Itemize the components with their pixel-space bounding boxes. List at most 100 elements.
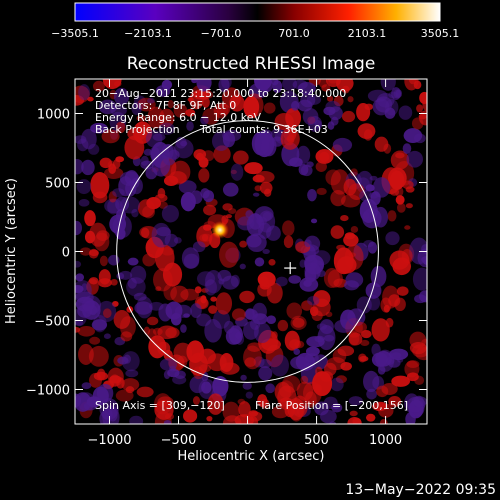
heatmap-cell	[147, 106, 165, 129]
heatmap-cell	[75, 260, 82, 268]
heatmap-cell	[344, 280, 359, 291]
heatmap-cell	[370, 265, 387, 288]
heatmap-cell	[200, 115, 209, 125]
heatmap-cell	[194, 286, 202, 294]
heatmap-cell	[212, 310, 231, 329]
heatmap-cell	[141, 227, 150, 238]
heatmap-cell	[149, 301, 164, 311]
heatmap-cell	[376, 349, 395, 372]
heatmap-cell	[356, 102, 371, 122]
heatmap-cell	[357, 123, 376, 139]
heatmap-cell	[136, 386, 154, 398]
heatmap-cell	[142, 253, 156, 267]
heatmap-cell	[206, 415, 213, 422]
heatmap-cell	[371, 318, 390, 342]
heatmap-cell	[146, 316, 159, 326]
heatmap	[75, 79, 427, 424]
heatmap-cell	[151, 222, 171, 248]
heatmap-cell	[389, 250, 410, 270]
heatmap-cell	[270, 128, 284, 142]
heatmap-cell	[347, 308, 366, 327]
heatmap-cell	[359, 355, 369, 362]
heatmap-cell	[237, 216, 255, 231]
heatmap-cell	[81, 283, 88, 292]
heatmap-cell	[344, 232, 356, 240]
heatmap-cell	[307, 295, 320, 306]
heatmap-cell	[102, 79, 122, 90]
heatmap-cell	[310, 218, 318, 224]
heatmap-cell	[387, 210, 397, 222]
heatmap-cell	[145, 166, 158, 180]
heatmap-cell	[183, 253, 200, 269]
heatmap-cell	[88, 277, 99, 285]
heatmap-cell	[88, 345, 109, 367]
heatmap-cell	[230, 169, 237, 175]
heatmap-cell	[167, 368, 180, 378]
heatmap-cell	[352, 417, 362, 424]
spin-axis-marker	[284, 262, 297, 275]
heatmap-cell	[261, 136, 277, 157]
heatmap-cell	[239, 263, 246, 270]
colorbar-frame	[74, 2, 441, 22]
heatmap-cell	[127, 277, 137, 289]
heatmap-cell	[332, 137, 353, 152]
colorbar-tick-label: −3505.1	[51, 27, 99, 40]
heatmap-cell	[292, 317, 305, 328]
heatmap-cell	[314, 119, 322, 129]
heatmap-cell	[260, 79, 274, 93]
heatmap-cell	[252, 174, 265, 183]
heatmap-cell	[274, 113, 294, 131]
heatmap-cell	[129, 415, 144, 424]
heatmap-cell	[406, 360, 420, 369]
heatmap-cell	[326, 95, 334, 102]
heatmap-cell	[262, 211, 272, 221]
heatmap-cell	[125, 369, 139, 378]
heatmap-cell	[127, 257, 139, 266]
heatmap-cell	[102, 408, 113, 420]
heatmap-cell	[388, 91, 399, 99]
info-total-counts: Total counts: 9.36E+03	[199, 123, 328, 136]
heatmap-cell	[258, 366, 273, 381]
heatmap-cell	[170, 160, 191, 184]
heatmap-cell	[167, 100, 174, 109]
heatmap-cell	[140, 160, 154, 170]
heatmap-cell	[190, 190, 203, 205]
heatmap-cell	[313, 290, 331, 308]
heatmap-cell	[252, 302, 267, 321]
heatmap-cell	[311, 310, 323, 321]
heatmap-cell	[266, 315, 276, 325]
heatmap-cell	[248, 410, 259, 417]
heatmap-cell	[75, 273, 85, 282]
flare-position-label: Flare Position = [−200,156]	[255, 399, 408, 412]
heatmap-cell	[260, 398, 270, 409]
heatmap-cell	[286, 302, 303, 320]
heatmap-cell	[173, 103, 188, 118]
heatmap-cell	[254, 185, 262, 192]
heatmap-cell	[356, 296, 372, 314]
info-line-energy: Energy Range: 6.0 − 12.0 keV	[95, 111, 262, 124]
heatmap-cell	[131, 102, 142, 115]
heatmap-cell	[348, 332, 363, 346]
heatmap-cell	[244, 357, 256, 368]
heatmap-cell	[147, 97, 155, 104]
heatmap-cell	[200, 188, 210, 199]
heatmap-cell	[212, 376, 229, 397]
heatmap-cell	[89, 336, 101, 345]
heatmap-cell	[412, 267, 427, 291]
heatmap-cell	[215, 292, 233, 315]
heatmap-cell	[385, 231, 400, 246]
heatmap-cell	[329, 421, 337, 424]
heatmap-cell	[75, 220, 83, 236]
heatmap-cell	[388, 395, 402, 407]
y-tick-label: 500	[45, 177, 70, 192]
heatmap-cell	[348, 396, 363, 406]
heatmap-cell	[136, 114, 147, 122]
heatmap-cell	[108, 191, 117, 203]
heatmap-cell	[75, 159, 84, 175]
heatmap-cell	[204, 279, 217, 296]
heatmap-cell	[307, 188, 317, 202]
heatmap-cell	[90, 122, 108, 134]
heatmap-cell	[120, 331, 133, 342]
heatmap-cell	[404, 79, 419, 91]
heatmap-cell	[394, 297, 406, 312]
